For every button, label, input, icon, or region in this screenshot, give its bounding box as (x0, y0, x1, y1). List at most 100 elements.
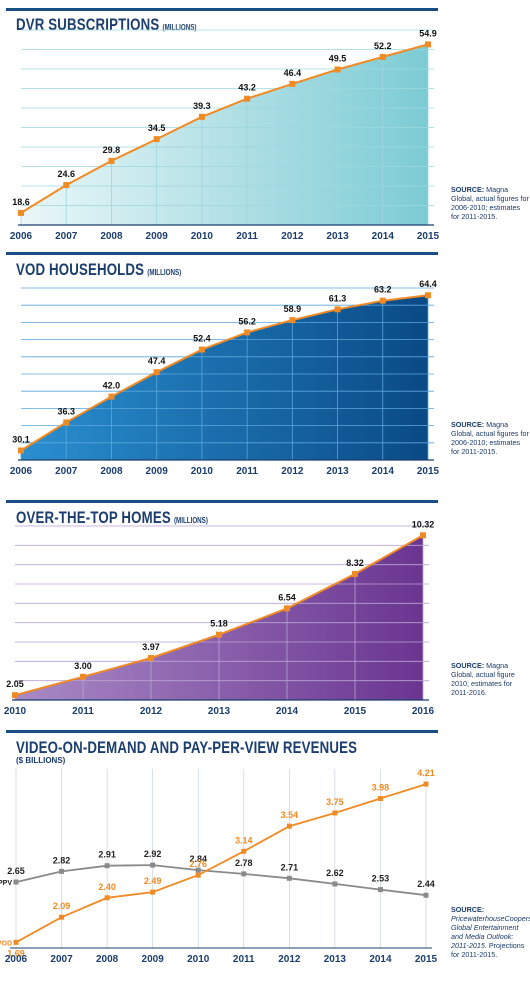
data-label: 3.75 (326, 797, 344, 807)
data-point (148, 655, 154, 662)
data-point (425, 41, 431, 48)
x-tick-label: 2013 (324, 954, 347, 965)
x-tick-label: 2012 (278, 954, 301, 965)
vod-panel: VOD HOUSEHOLDS (MILLIONS) 30.1 36.3 42.0 47.… (0, 248, 530, 493)
data-label: 24.6 (57, 169, 75, 179)
data-point (377, 796, 383, 802)
x-tick-label: 2015 (417, 231, 440, 242)
x-tick-label: 2008 (100, 231, 123, 242)
data-point (18, 209, 24, 216)
x-tick-label: 2008 (100, 466, 123, 477)
series-name-ppv: PPV (0, 880, 12, 887)
vod-source: SOURCE: Magna Global, actual figures for… (451, 420, 529, 456)
data-point (425, 292, 431, 299)
data-point (379, 53, 386, 60)
vod-title-rule (6, 252, 438, 255)
data-label: 10.32 (412, 519, 435, 529)
data-label: 2.44 (417, 879, 435, 889)
area-fill (15, 535, 423, 700)
data-label: 2.76 (189, 859, 207, 869)
data-point (80, 673, 86, 680)
data-label: 2.84 (189, 854, 207, 864)
data-label: 2.05 (6, 679, 24, 689)
x-tick-label: 2009 (142, 954, 165, 965)
x-tick-label: 2009 (146, 466, 169, 477)
data-point (198, 346, 205, 353)
x-tick-label: 2012 (281, 466, 304, 477)
ott-source: SOURCE: Magna Global, actual figure 2010… (451, 661, 515, 697)
data-label: 2.91 (98, 850, 116, 860)
data-point (150, 862, 156, 868)
revenue-unit: ($ BILLIONS) (16, 756, 66, 765)
revenue-source: SOURCE: PricewaterhouseCoopers, Global E… (451, 905, 530, 959)
data-point (13, 939, 19, 945)
data-label: 47.4 (148, 356, 166, 366)
data-point (379, 297, 386, 304)
dvr-title-rule (6, 8, 438, 11)
x-tick-label: 2015 (344, 706, 367, 717)
data-label: 30.1 (12, 434, 30, 444)
data-point (241, 871, 247, 877)
data-point (332, 810, 338, 816)
data-point (195, 867, 201, 873)
revenue-title-rule (6, 730, 438, 733)
data-label: 63.2 (374, 285, 392, 295)
x-tick-label: 2015 (415, 954, 438, 965)
vod-chart: 30.1 36.3 42.0 47.4 52.4 56.2 58.9 61.3 63.2 64.4… (10, 279, 440, 477)
data-label: 18.6 (12, 197, 30, 207)
data-point (13, 879, 19, 885)
data-label: 2.09 (53, 901, 71, 911)
x-tick-label: 2014 (276, 706, 299, 717)
data-label: 54.9 (419, 28, 437, 38)
x-tick-label: 2011 (72, 706, 94, 717)
data-label: 58.9 (284, 304, 302, 314)
data-point (244, 95, 251, 102)
data-point (108, 157, 115, 164)
x-tick-label: 2014 (372, 466, 395, 477)
data-point (377, 887, 383, 893)
data-point (63, 419, 70, 426)
data-point (216, 631, 222, 638)
data-point (104, 863, 110, 869)
data-point (289, 317, 296, 324)
revenue-chart: 2.65 2.82 2.91 2.92 2.84 2.78 2.71 2.62 2.53 2.44… (0, 768, 438, 965)
area-fill (21, 295, 428, 460)
dvr-chart: 18.6 24.6 29.8 34.5 39.3 43.2 46.4 49.5 52.2 54.9… (10, 28, 440, 242)
data-label: 2.62 (326, 868, 344, 878)
dvr-panel: DVR SUBSCRIPTIONS (MILLIONS) 18.6 24.6 29.8… (0, 0, 530, 245)
data-label: 2.49 (144, 876, 162, 886)
data-label: 64.4 (419, 279, 437, 289)
x-tick-label: 2011 (233, 954, 255, 965)
data-point (423, 892, 429, 898)
x-tick-label: 2007 (50, 954, 73, 965)
data-label: 52.2 (374, 41, 392, 51)
data-point (198, 113, 205, 120)
data-label: 3.97 (142, 642, 160, 652)
x-tick-label: 2008 (96, 954, 119, 965)
series-line (20, 43, 429, 214)
data-label: 8.32 (346, 558, 364, 568)
data-label: 5.18 (210, 619, 228, 629)
x-tick-label: 2010 (191, 231, 214, 242)
data-point (334, 306, 341, 313)
ott-title: OVER-THE-TOP HOMES (MILLIONS) (16, 508, 208, 527)
data-label: 52.4 (193, 334, 211, 344)
x-tick-label: 2006 (10, 231, 33, 242)
data-label: 56.2 (238, 316, 256, 326)
x-tick-label: 2010 (187, 954, 210, 965)
data-point (332, 881, 338, 887)
data-label: 3.00 (74, 661, 92, 671)
revenue-title: VIDEO-ON-DEMAND AND PAY-PER-VIEW REVENUE… (16, 738, 358, 757)
data-label: 2.71 (281, 862, 299, 872)
data-label: 2.65 (7, 866, 25, 876)
data-label: 2.78 (235, 858, 253, 868)
data-label: 46.4 (284, 68, 302, 78)
data-point (423, 781, 429, 787)
revenue-panel: VIDEO-ON-DEMAND AND PAY-PER-VIEW REVENUE… (0, 725, 530, 984)
data-point (286, 823, 292, 829)
data-point (12, 692, 18, 699)
x-tick-label: 2013 (208, 706, 231, 717)
vod-title: VOD HOUSEHOLDS (MILLIONS) (16, 260, 182, 279)
x-tick-label: 2011 (236, 231, 258, 242)
data-label: 49.5 (329, 53, 347, 63)
